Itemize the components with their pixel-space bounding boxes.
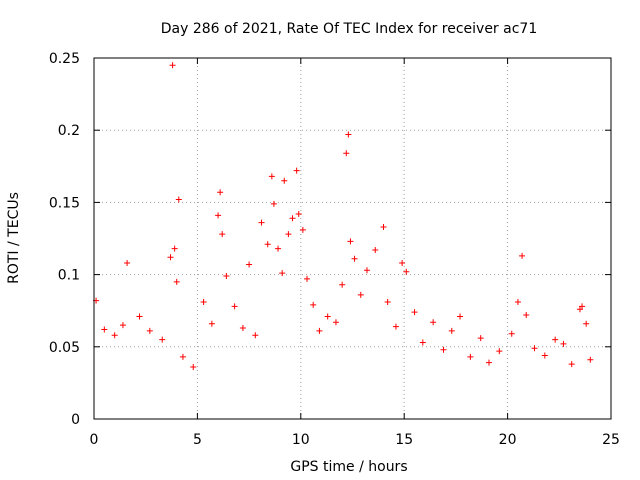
data-point	[136, 313, 143, 320]
data-point	[448, 327, 455, 334]
data-point	[324, 313, 331, 320]
data-point	[299, 226, 306, 233]
y-tick-label: 0.05	[49, 340, 80, 356]
y-tick-label: 0.1	[58, 268, 80, 284]
data-point	[175, 196, 182, 203]
data-point	[190, 364, 197, 371]
y-tick-label: 0.25	[49, 51, 80, 67]
chart-title: Day 286 of 2021, Rate Of TEC Index for r…	[161, 21, 537, 37]
data-point	[380, 223, 387, 230]
data-point	[217, 189, 224, 196]
data-point	[457, 313, 464, 320]
data-point	[179, 353, 186, 360]
data-point	[208, 320, 215, 327]
data-point	[541, 352, 548, 359]
y-tick-label: 0.2	[58, 123, 80, 139]
data-point	[159, 336, 166, 343]
data-point	[316, 327, 323, 334]
data-point	[419, 339, 426, 346]
data-point	[169, 62, 176, 69]
data-points	[93, 62, 594, 371]
data-point	[523, 312, 530, 319]
data-point	[231, 303, 238, 310]
data-point	[111, 332, 118, 339]
data-point	[411, 309, 418, 316]
data-point	[332, 319, 339, 326]
data-point	[392, 323, 399, 330]
data-point	[173, 278, 180, 285]
data-point	[310, 301, 317, 308]
data-point	[514, 299, 521, 306]
tick-labels: 0 5 10 15 20 25 0 0.05 0.1 0.15 0.2 0.25	[49, 51, 620, 448]
data-point	[264, 241, 271, 248]
data-point	[576, 306, 583, 313]
y-tick-label: 0	[71, 412, 80, 428]
data-point	[304, 275, 311, 282]
data-point	[295, 210, 302, 217]
data-point	[363, 267, 370, 274]
data-point	[275, 245, 282, 252]
data-point	[531, 345, 538, 352]
x-tick-label: 20	[499, 432, 517, 448]
data-point	[281, 177, 288, 184]
data-point	[171, 245, 178, 252]
data-point	[384, 299, 391, 306]
data-point	[508, 330, 515, 337]
data-point	[467, 353, 474, 360]
axis-ticks	[93, 57, 612, 420]
plot-frame	[93, 57, 612, 420]
data-point	[101, 326, 108, 333]
data-point	[215, 212, 222, 219]
data-point	[258, 219, 265, 226]
data-point	[351, 255, 358, 262]
x-tick-label: 10	[292, 432, 310, 448]
data-point	[285, 231, 292, 238]
data-point	[223, 273, 230, 280]
data-point	[146, 327, 153, 334]
data-point	[343, 150, 350, 157]
y-tick-label: 0.15	[49, 195, 80, 211]
data-point	[293, 167, 300, 174]
data-point	[519, 252, 526, 259]
data-point	[345, 131, 352, 138]
data-point	[560, 340, 567, 347]
data-point	[279, 270, 286, 277]
data-point	[403, 268, 410, 275]
data-point	[124, 260, 131, 267]
data-point	[496, 348, 503, 355]
data-point	[477, 335, 484, 342]
data-point	[270, 200, 277, 207]
data-point	[568, 361, 575, 368]
x-tick-label: 25	[602, 432, 620, 448]
x-tick-label: 0	[90, 432, 99, 448]
data-point	[239, 325, 246, 332]
data-point	[289, 215, 296, 222]
data-point	[440, 346, 447, 353]
data-point	[339, 281, 346, 288]
data-point	[399, 260, 406, 267]
data-point	[372, 247, 379, 254]
data-point	[583, 320, 590, 327]
data-point	[552, 336, 559, 343]
x-axis-label: GPS time / hours	[290, 459, 407, 475]
x-tick-label: 15	[395, 432, 413, 448]
x-tick-label: 5	[193, 432, 202, 448]
data-point	[357, 291, 364, 298]
data-point	[167, 254, 174, 261]
data-point	[252, 332, 259, 339]
data-point	[347, 238, 354, 245]
grid-lines	[94, 58, 611, 419]
data-point	[268, 173, 275, 180]
data-point	[485, 359, 492, 366]
data-point	[219, 231, 226, 238]
y-axis-label: ROTI / TECUs	[6, 192, 22, 284]
data-point	[430, 319, 437, 326]
data-point	[200, 299, 207, 306]
data-point	[587, 356, 594, 363]
data-point	[246, 261, 253, 268]
data-point	[119, 322, 126, 329]
